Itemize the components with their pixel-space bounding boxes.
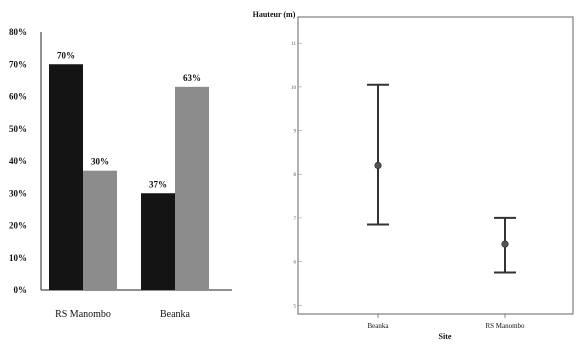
errorbar-y-ticks: 5 6 7 8 9 10 11: [291, 42, 302, 309]
bar-y-tick-label: 80%: [9, 27, 27, 37]
bar-y-tick-label: 30%: [9, 188, 27, 198]
bar-y-tick-label: 40%: [9, 156, 27, 166]
errorbar-x-axis-label: Site: [439, 332, 452, 341]
bar-y-tick-label: 60%: [9, 92, 27, 102]
errorbar-y-tick-label: 8: [294, 173, 297, 178]
errorbar-y-tick-label: 5: [294, 304, 297, 309]
bar-y-tick-label: 70%: [9, 59, 27, 69]
bar-y-tick-label: 20%: [9, 221, 27, 231]
bar-y-tick-label: 50%: [9, 124, 27, 134]
bar-category-label: Beanka: [160, 309, 191, 320]
bar-data-labels: 70% 30% 37% 63%: [57, 50, 201, 189]
bar: [175, 86, 209, 290]
bar-data-label: 63%: [183, 73, 201, 83]
bar-category-label: RS Manombo: [55, 309, 111, 320]
bar-y-tick-label: 0%: [14, 285, 28, 295]
errorbar-y-tick-label: 6: [294, 261, 297, 266]
errorbar-x-ticks: Beanka RS Manombo: [368, 314, 525, 330]
errorbar-y-tick-label: 9: [294, 130, 297, 135]
errorbar-plot-frame: [297, 16, 574, 315]
errorbar-chart: Hauteur (m) Site 5 6 7 8 9 10 11 Beanka RS Mano…: [253, 10, 574, 341]
bar-data-label: 30%: [91, 157, 109, 167]
errorbar-mean-point: [374, 161, 382, 170]
errorbar-x-tick-label: RS Manombo: [485, 322, 525, 330]
bar: [49, 64, 83, 290]
bar-data-label: 37%: [149, 179, 167, 189]
bar-chart: 0%10%20%30%40%50%60%70%80% 70%30%37%63% …: [9, 27, 232, 320]
errorbar-title: Hauteur (m): [253, 10, 296, 19]
bar-data-label: 70%: [57, 50, 75, 60]
bar: [141, 193, 175, 290]
errorbar-y-tick-label: 7: [294, 217, 297, 222]
errorbar-x-tick-label: Beanka: [368, 322, 390, 330]
errorbar-y-tick-label: 10: [291, 86, 297, 91]
bar-marks: [49, 64, 209, 290]
errorbar-marks: [367, 83, 516, 274]
bar-y-ticks: 0% 10% 20% 30% 40% 50% 60% 70% 80%: [9, 27, 27, 295]
bar-category-labels: RS Manombo Beanka: [55, 309, 190, 320]
bar-y-tick-label: 10%: [9, 253, 27, 263]
bar: [83, 170, 117, 290]
errorbar-y-tick-label: 11: [291, 42, 296, 47]
errorbar-mean-point: [501, 240, 509, 248]
